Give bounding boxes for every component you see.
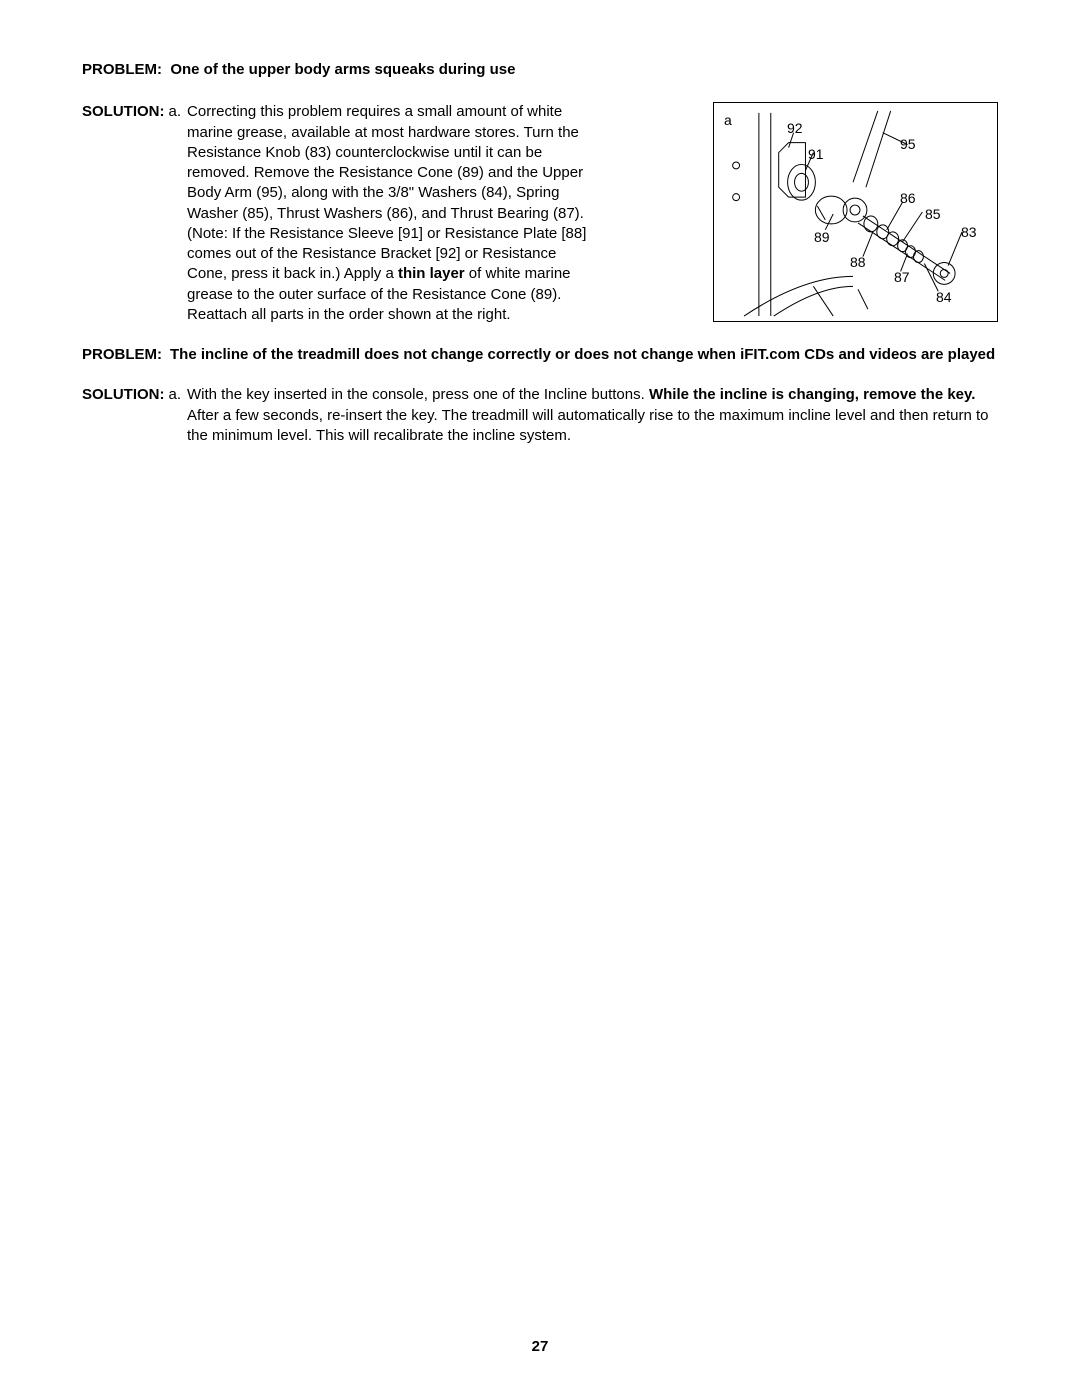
label-92: 92: [787, 119, 803, 138]
label-87: 87: [894, 268, 910, 287]
solution-text: With the key inserted in the console, pr…: [187, 385, 998, 446]
page-number: 27: [0, 1337, 1080, 1357]
solution-label: SOLUTION:: [82, 385, 165, 405]
label-88: 88: [850, 253, 866, 272]
label-83: 83: [961, 223, 977, 242]
solution-text: Correcting this problem requires a small…: [187, 102, 587, 325]
parts-diagram: a 92 91 95 89 86 85 83 88 87 84: [713, 102, 998, 322]
solution-bold: thin layer: [398, 265, 465, 282]
diagram-svg: [714, 103, 997, 321]
solution-pre: Correcting this problem requires a small…: [187, 103, 586, 282]
label-91: 91: [808, 145, 824, 164]
solution-post: After a few seconds, re-insert the key. …: [187, 407, 988, 444]
problem-label: PROBLEM:: [82, 345, 162, 365]
solution-bold: While the incline is changing, remove th…: [649, 386, 975, 403]
problem-text: The incline of the treadmill does not ch…: [170, 345, 998, 365]
label-85: 85: [925, 205, 941, 224]
diagram-corner-label: a: [724, 111, 732, 130]
section1-row: SOLUTION: a. Correcting this problem req…: [82, 102, 998, 325]
problem-1-heading: PROBLEM: One of the upper body arms sque…: [82, 60, 998, 80]
section1-text-column: SOLUTION: a. Correcting this problem req…: [82, 102, 693, 325]
solution-letter: a.: [169, 385, 182, 405]
problem-label: PROBLEM:: [82, 61, 162, 78]
solution-pre: With the key inserted in the console, pr…: [187, 386, 649, 403]
problem-2-heading: PROBLEM: The incline of the treadmill do…: [82, 345, 998, 365]
solution-label: SOLUTION:: [82, 102, 165, 122]
label-89: 89: [814, 228, 830, 247]
solution-letter: a.: [169, 102, 182, 122]
label-95: 95: [900, 135, 916, 154]
label-86: 86: [900, 189, 916, 208]
solution-2-block: SOLUTION: a. With the key inserted in th…: [82, 385, 998, 446]
label-84: 84: [936, 288, 952, 307]
solution-1-block: SOLUTION: a. Correcting this problem req…: [82, 102, 693, 325]
problem-text: One of the upper body arms squeaks durin…: [170, 61, 515, 78]
